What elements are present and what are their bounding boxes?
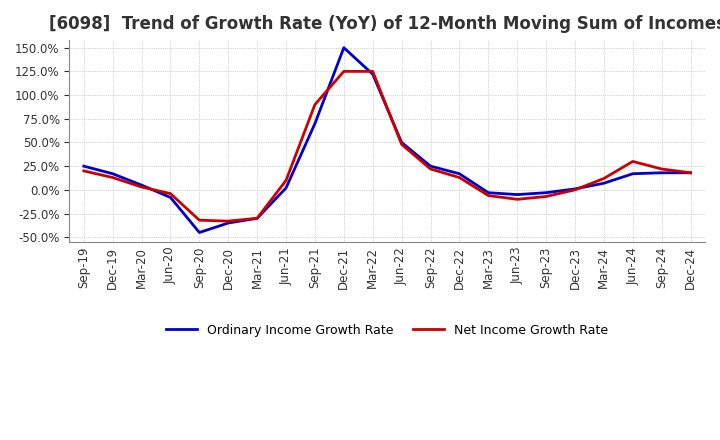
Ordinary Income Growth Rate — [340, 45, 348, 50]
Ordinary Income Growth Rate — [109, 171, 117, 176]
Ordinary Income Growth Rate — [369, 72, 377, 77]
Net Income Growth Rate — [282, 178, 290, 183]
Net Income Growth Rate — [600, 176, 608, 181]
Ordinary Income Growth Rate — [600, 180, 608, 186]
Net Income Growth Rate — [369, 69, 377, 74]
Ordinary Income Growth Rate — [513, 192, 521, 197]
Ordinary Income Growth Rate — [166, 195, 175, 200]
Net Income Growth Rate — [657, 166, 666, 172]
Net Income Growth Rate — [686, 170, 695, 176]
Net Income Growth Rate — [195, 217, 204, 223]
Net Income Growth Rate — [541, 194, 550, 199]
Ordinary Income Growth Rate — [310, 121, 319, 126]
Net Income Growth Rate — [224, 219, 233, 224]
Ordinary Income Growth Rate — [657, 170, 666, 176]
Net Income Growth Rate — [138, 184, 146, 190]
Ordinary Income Growth Rate — [79, 164, 88, 169]
Ordinary Income Growth Rate — [138, 183, 146, 188]
Net Income Growth Rate — [166, 191, 175, 196]
Net Income Growth Rate — [455, 175, 464, 180]
Ordinary Income Growth Rate — [195, 230, 204, 235]
Net Income Growth Rate — [340, 69, 348, 74]
Ordinary Income Growth Rate — [455, 171, 464, 176]
Net Income Growth Rate — [79, 168, 88, 173]
Ordinary Income Growth Rate — [253, 216, 261, 221]
Net Income Growth Rate — [397, 142, 406, 147]
Net Income Growth Rate — [484, 193, 492, 198]
Line: Ordinary Income Growth Rate: Ordinary Income Growth Rate — [84, 48, 690, 232]
Ordinary Income Growth Rate — [571, 186, 580, 191]
Ordinary Income Growth Rate — [282, 185, 290, 191]
Ordinary Income Growth Rate — [541, 190, 550, 195]
Title: [6098]  Trend of Growth Rate (YoY) of 12-Month Moving Sum of Incomes: [6098] Trend of Growth Rate (YoY) of 12-… — [49, 15, 720, 33]
Ordinary Income Growth Rate — [426, 164, 435, 169]
Ordinary Income Growth Rate — [224, 220, 233, 226]
Net Income Growth Rate — [513, 197, 521, 202]
Line: Net Income Growth Rate: Net Income Growth Rate — [84, 71, 690, 221]
Net Income Growth Rate — [253, 216, 261, 221]
Net Income Growth Rate — [571, 187, 580, 192]
Net Income Growth Rate — [310, 102, 319, 107]
Ordinary Income Growth Rate — [686, 170, 695, 176]
Ordinary Income Growth Rate — [484, 190, 492, 195]
Legend: Ordinary Income Growth Rate, Net Income Growth Rate: Ordinary Income Growth Rate, Net Income … — [161, 319, 613, 342]
Net Income Growth Rate — [426, 166, 435, 172]
Net Income Growth Rate — [629, 159, 637, 164]
Net Income Growth Rate — [109, 175, 117, 180]
Ordinary Income Growth Rate — [397, 140, 406, 145]
Ordinary Income Growth Rate — [629, 171, 637, 176]
